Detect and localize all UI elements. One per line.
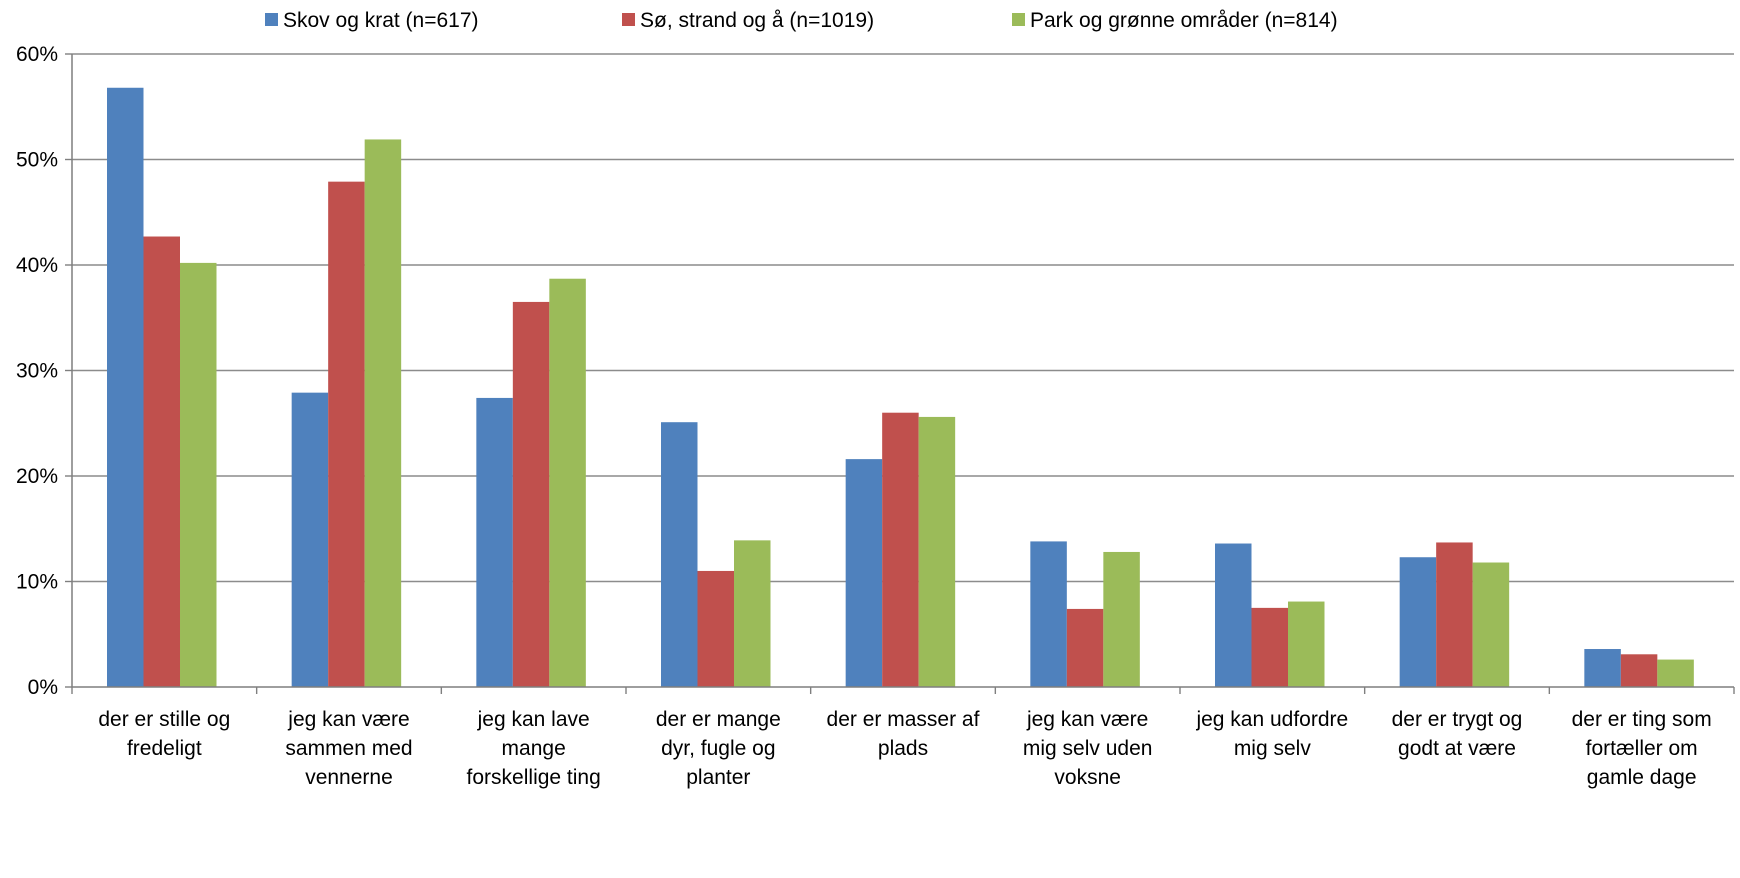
legend-swatch bbox=[265, 13, 278, 26]
bar bbox=[1288, 601, 1325, 687]
bar bbox=[1030, 541, 1067, 687]
axes bbox=[65, 53, 1735, 694]
y-tick-label: 20% bbox=[16, 465, 58, 488]
bar bbox=[1472, 562, 1510, 687]
bar bbox=[697, 570, 734, 687]
bar bbox=[1399, 557, 1437, 687]
legend-label: Park og grønne områder (n=814) bbox=[1030, 9, 1338, 32]
y-tick-label: 0% bbox=[28, 676, 58, 699]
bar bbox=[1620, 654, 1658, 687]
x-category-label: jeg kan udfordre mig selv bbox=[1195, 708, 1348, 760]
x-category-label: der er masser af plads bbox=[827, 708, 980, 760]
x-category-label: der er trygt og godt at være bbox=[1392, 708, 1523, 760]
bar bbox=[1066, 608, 1104, 687]
bars bbox=[107, 87, 1694, 687]
legend: Skov og krat (n=617) Sø, strand og å (n=1… bbox=[265, 9, 1338, 32]
bar bbox=[1103, 551, 1140, 687]
legend-label: Skov og krat (n=617) bbox=[283, 9, 479, 32]
bar bbox=[918, 416, 956, 687]
x-category-label: der er mange dyr, fugle og planter bbox=[656, 708, 781, 789]
y-tick-label: 40% bbox=[16, 254, 58, 277]
bar bbox=[1584, 649, 1621, 687]
x-category-labels: der er stille og fredeligt jeg kan være sam… bbox=[98, 708, 1711, 789]
bar bbox=[328, 181, 365, 687]
bar bbox=[1251, 607, 1288, 687]
bar bbox=[1436, 542, 1473, 687]
bar bbox=[364, 139, 402, 687]
x-category-label: jeg kan være sammen med vennerne bbox=[285, 708, 412, 789]
bar bbox=[291, 392, 329, 687]
bar bbox=[845, 459, 883, 687]
bar bbox=[661, 422, 698, 687]
bar bbox=[549, 278, 586, 687]
bar bbox=[107, 87, 144, 687]
x-category-label: jeg kan være mig selv uden voksne bbox=[1023, 708, 1153, 789]
bar bbox=[882, 412, 919, 687]
y-tick-label: 30% bbox=[16, 360, 58, 383]
y-tick-label: 60% bbox=[16, 43, 58, 66]
y-tick-label: 50% bbox=[16, 149, 58, 172]
legend-swatch bbox=[622, 13, 635, 26]
bar bbox=[734, 540, 771, 687]
y-tick-label: 10% bbox=[16, 571, 58, 594]
y-tick-labels: 0% 10% 20% 30% 40% 50% 60% bbox=[16, 43, 58, 699]
x-category-label: der er ting som fortæller om gamle dage bbox=[1572, 708, 1712, 789]
x-category-label: jeg kan lave mange forskellige ting bbox=[467, 708, 601, 789]
bar bbox=[1215, 543, 1252, 687]
x-category-label: der er stille og fredeligt bbox=[98, 708, 230, 760]
legend-swatch bbox=[1012, 13, 1025, 26]
legend-label: Sø, strand og å (n=1019) bbox=[640, 9, 874, 32]
bar bbox=[512, 301, 550, 687]
bar bbox=[143, 236, 180, 687]
bar bbox=[180, 262, 217, 687]
bar bbox=[1657, 659, 1694, 687]
bar bbox=[476, 397, 513, 687]
